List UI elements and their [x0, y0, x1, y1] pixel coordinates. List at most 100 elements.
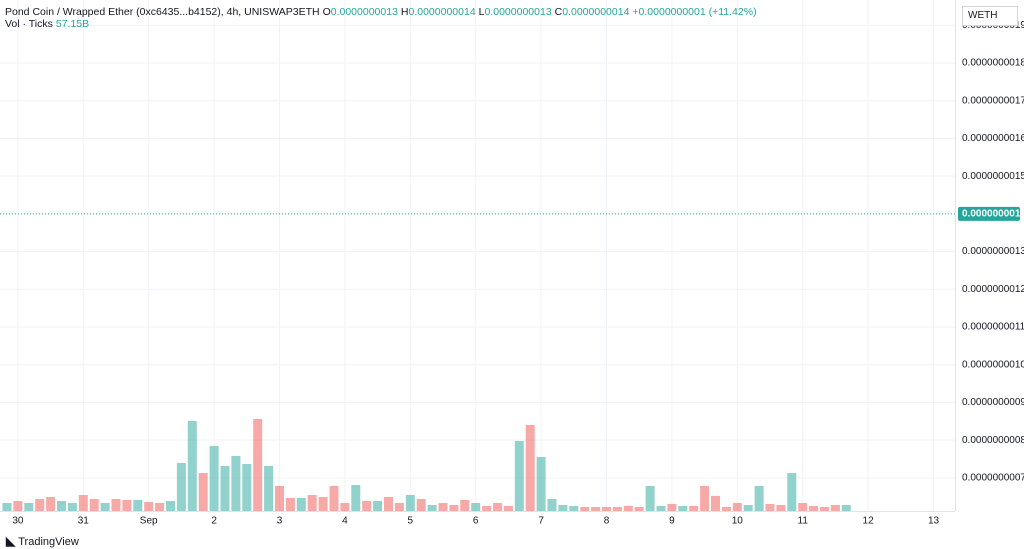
- volume-bar: [700, 485, 710, 511]
- volume-bar: [830, 505, 840, 511]
- volume-bar: [318, 497, 328, 511]
- y-tick-label: 0.0000000009: [962, 397, 1024, 408]
- last-price-label: 0.0000000014: [962, 209, 1024, 220]
- volume-bar: [187, 421, 197, 511]
- x-tick-label: 6: [473, 516, 479, 527]
- volume-bar: [198, 473, 208, 511]
- volume-bar: [667, 503, 677, 511]
- last-price-box: [958, 206, 1020, 221]
- volume-bar: [732, 503, 742, 511]
- legend-line: Pond Coin / Wrapped Ether (0xc6435...b41…: [5, 6, 760, 18]
- y-tick-label: 0.0000000016: [962, 133, 1024, 144]
- logo-icon: ◣: [6, 534, 16, 548]
- volume-bar: [24, 503, 34, 511]
- volume-bar: [547, 499, 557, 511]
- x-tick-label: 12: [863, 516, 875, 527]
- volume-bar: [809, 505, 819, 511]
- volume-bar: [362, 501, 372, 511]
- volume-bar: [569, 505, 579, 511]
- y-tick-label: 0.0000000010: [962, 359, 1024, 370]
- x-tick-label: Sep: [140, 516, 158, 527]
- price-change: +0.0000000001 (+11.42%): [632, 6, 757, 18]
- volume-bar: [536, 457, 546, 511]
- x-tick-label: 9: [669, 516, 675, 527]
- legend: Pond Coin / Wrapped Ether (0xc6435...b41…: [5, 6, 760, 30]
- volume-bar: [176, 463, 186, 511]
- ohlc-value: 0.0000000013: [330, 6, 398, 18]
- volume-bar: [416, 499, 426, 511]
- volume-bar: [166, 501, 175, 511]
- y-tick-label: 0.0000000008: [962, 435, 1024, 446]
- volume-bar: [242, 463, 252, 511]
- volume-bar: [634, 507, 644, 511]
- volume-bar: [340, 503, 350, 511]
- currency-selector[interactable]: WETH: [962, 6, 1018, 26]
- volume-last: 57.15B: [55, 18, 90, 30]
- ohlc-value: 0.0000000014: [408, 6, 476, 18]
- x-tick-label: 31: [78, 516, 90, 527]
- volume-bar: [438, 503, 448, 511]
- volume-bar: [122, 499, 132, 511]
- volume-bar: [689, 505, 699, 511]
- volume-bar: [798, 503, 808, 511]
- volume-bar: [449, 505, 459, 511]
- volume-bar: [351, 485, 361, 511]
- volume-bar: [493, 503, 502, 511]
- x-tick-label: 11: [798, 516, 809, 527]
- volume-bar: [503, 505, 513, 511]
- volume-bar: [111, 499, 121, 511]
- ohlc-key: C: [554, 6, 563, 18]
- volume-bar: [591, 507, 601, 511]
- x-tick-label: 10: [732, 516, 744, 527]
- volume-bar: [405, 495, 415, 511]
- volume-bar: [482, 505, 492, 511]
- volume-bar: [525, 425, 535, 511]
- volume-bar: [46, 497, 56, 511]
- brand-logo[interactable]: ◣ TradingView: [6, 534, 79, 548]
- symbol-title: Pond Coin / Wrapped Ether (0xc6435...b41…: [5, 6, 320, 18]
- x-tick-label: 8: [604, 516, 610, 527]
- volume-bar: [656, 505, 666, 511]
- volume-bar: [285, 497, 295, 511]
- x-tick-label: 4: [342, 516, 348, 527]
- volume-bar: [765, 503, 775, 511]
- volume-bar: [231, 455, 241, 511]
- y-tick-label: 0.0000000007: [962, 472, 1024, 483]
- volume-bar: [275, 485, 284, 511]
- brand-name: TradingView: [18, 536, 79, 548]
- volume-bar: [100, 503, 110, 511]
- x-tick-label: 2: [211, 516, 217, 527]
- ohlc-value: 0.0000000013: [484, 6, 552, 18]
- grid: [0, 0, 955, 511]
- legend-line: Vol · Ticks 57.15B: [5, 18, 760, 30]
- volume-bar: [623, 505, 633, 511]
- ohlc-key: O: [322, 6, 331, 18]
- volume-bar: [580, 507, 590, 511]
- x-tick-label: 5: [408, 516, 414, 527]
- volume-bar: [78, 495, 88, 511]
- volume-bar: [57, 501, 66, 511]
- volume-name: Vol · Ticks: [5, 18, 53, 30]
- ohlc-key: L: [478, 6, 485, 18]
- volume-bar: [612, 507, 622, 511]
- volume-bar: [329, 485, 339, 511]
- x-tick-label: 13: [928, 516, 940, 527]
- volume-bar: [13, 501, 23, 511]
- volume-bar: [471, 503, 481, 511]
- volume-bar: [307, 495, 317, 511]
- y-tick-label: 0.0000000017: [962, 95, 1024, 106]
- volume-bar: [514, 441, 524, 511]
- volume-bar: [711, 495, 720, 511]
- y-tick-label: 0.0000000011: [962, 322, 1024, 333]
- volume-bar: [264, 465, 274, 511]
- volume-bar: [394, 503, 404, 511]
- volume-bar: [373, 501, 383, 511]
- ohlc-key: H: [400, 6, 409, 18]
- volume-bar: [89, 499, 99, 511]
- volume-bar: [776, 505, 786, 511]
- volume-bar: [209, 445, 219, 511]
- volume-bar: [35, 499, 45, 511]
- volume-bar: [558, 505, 568, 511]
